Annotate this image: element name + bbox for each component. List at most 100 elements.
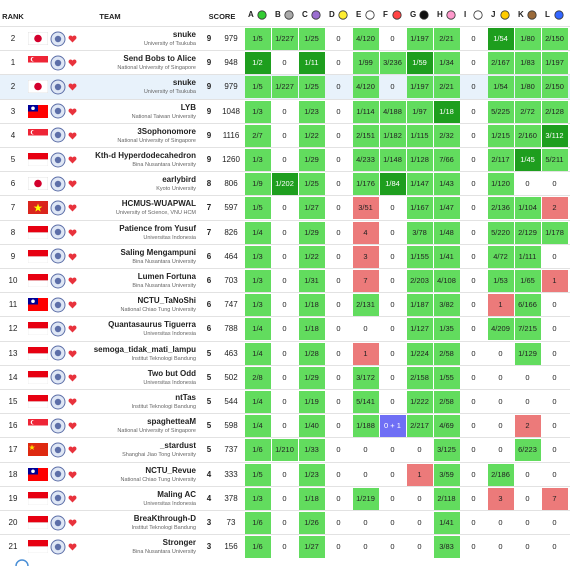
problem-cell: 2/8 — [244, 366, 271, 389]
problem-cell: 1/4 — [244, 342, 271, 365]
flag — [28, 201, 48, 215]
problem-cell: 1/5 — [244, 76, 271, 99]
problem-cell: 0 — [282, 493, 287, 503]
problem-cell: 0 — [417, 518, 422, 527]
problem-cell: 0 — [282, 155, 287, 164]
problem-cell: 3/236 — [379, 52, 406, 75]
problem-cell: 1 — [352, 342, 379, 365]
flag — [28, 177, 48, 191]
team-info: semoga_tidak_mati_lampu Institut Teknolog… — [46, 345, 196, 363]
problem-cell: 1/176 — [352, 173, 379, 196]
problem-cell: 1/23 — [298, 100, 325, 123]
team-row: 14 Two but Odd Universitas Indonesia 5 502 2/… — [0, 364, 570, 389]
team-name: LYB — [180, 102, 196, 112]
team-logo — [50, 418, 66, 434]
solved-count: 6 — [206, 324, 212, 334]
team-row: 2 snuke University of Tsukuba 9 979 1/5 1/227 1… — [0, 74, 570, 99]
problem-cell: 1/41 — [433, 512, 460, 534]
team-row: 18 NCTU_Revue National Chiao Tung Universi… — [0, 461, 570, 486]
problem-cell: 0 — [390, 542, 395, 552]
team-logo — [50, 273, 66, 288]
problem-letter: B — [275, 10, 281, 19]
penalty: 737 — [224, 445, 238, 455]
balloon — [527, 10, 537, 20]
team-row: 10 Lumen Fortuna Bina Nusantara University… — [0, 268, 570, 293]
team-logo — [50, 248, 66, 264]
team-info: Send Bobs to Alice National University of… — [46, 54, 196, 72]
problem-cell: 0 — [390, 493, 395, 503]
affiliation: Bina Nusantara University — [132, 258, 196, 265]
rank: 8 — [10, 227, 16, 237]
problem-cell: 0 — [471, 227, 476, 237]
rank: 11 — [8, 300, 18, 310]
problem-cell: 0 — [471, 542, 476, 552]
rank: 12 — [8, 324, 18, 334]
balloon — [473, 10, 483, 20]
problem-letter: A — [248, 10, 254, 19]
solved-count: 5 — [206, 445, 212, 455]
rank-header: RANK — [2, 12, 24, 21]
rank: 13 — [8, 348, 18, 358]
problem-cell: 2/203 — [406, 270, 433, 292]
rank: 2 — [10, 82, 16, 92]
problem-cell: 2/160 — [514, 124, 541, 147]
rank: 21 — [8, 542, 18, 552]
problem-cell: 0 — [471, 397, 476, 406]
flag — [28, 467, 48, 481]
favorite-heart — [68, 495, 77, 503]
problem-cell: 0 — [390, 276, 395, 285]
problem-cell: 0 — [363, 324, 368, 334]
problem-cell: 3 — [352, 245, 379, 268]
flag — [28, 395, 48, 408]
problem-cell: 0 — [390, 227, 395, 237]
flag — [28, 32, 48, 45]
solved-count: 6 — [206, 300, 212, 310]
affiliation: University of Tsukuba — [143, 41, 196, 47]
solved-count: 4 — [206, 469, 212, 479]
team-header: TEAM — [99, 12, 121, 21]
problem-cell: 1/25 — [298, 28, 325, 50]
problem-cell: 1/53 — [487, 270, 514, 292]
team-info: _stardust Shanghai Jiao Tong University — [46, 441, 196, 459]
penalty: 544 — [224, 397, 238, 406]
problem-cell: 0 — [552, 469, 557, 479]
team-info: Lumen Fortuna Bina Nusantara University — [46, 272, 196, 290]
affiliation: University of Science, VNU HCM — [115, 210, 196, 217]
problem-cell: 0 — [390, 251, 395, 261]
problem-header: J — [487, 9, 514, 21]
problem-cell: 2/129 — [514, 221, 541, 244]
favorite-heart — [68, 422, 77, 430]
problem-cell: 0 — [525, 179, 530, 189]
favorite-heart — [68, 374, 77, 382]
flag — [28, 516, 48, 529]
problem-cell: 0 — [525, 518, 530, 527]
team-info: Stronger Bina Nusantara University — [46, 538, 196, 556]
rank: 3 — [10, 106, 16, 116]
affiliation: Bina Nusantara University — [132, 549, 196, 556]
team-name: snuke — [172, 78, 196, 88]
favorite-heart — [68, 301, 77, 309]
affiliation: Shanghai Jiao Tong University — [122, 452, 196, 459]
problem-cell: 1/202 — [271, 173, 298, 196]
team-row: 16 spaghetteaM National University of Sing… — [0, 413, 570, 438]
problem-cell: 4 — [352, 221, 379, 244]
problem-cell: 1/25 — [298, 76, 325, 99]
problem-cell: 1/3 — [244, 245, 271, 268]
affiliation: Institut Teknologi Bandung — [131, 404, 196, 410]
rank: 6 — [10, 179, 16, 189]
team-info: snuke University of Tsukuba — [46, 78, 196, 96]
problem-cell: 0 — [390, 324, 395, 334]
problem-cell: 1/147 — [406, 173, 433, 196]
problem-cell: 4/69 — [433, 415, 460, 438]
problem-cell: 0 — [282, 58, 287, 68]
affiliation: Universitas Indonesia — [143, 500, 196, 507]
rank: 14 — [8, 372, 18, 382]
problem-cell: 0 — [282, 372, 287, 382]
favorite-heart — [68, 180, 77, 188]
problem-cell: 0 — [282, 469, 287, 479]
team-row: 3 LYB National Taiwan University 9 1048 1/3 0 1… — [0, 98, 570, 123]
problem-header: L — [541, 9, 568, 21]
problem-cell: 3/112 — [541, 124, 568, 147]
team-logo — [50, 442, 66, 458]
problem-cell: 0 — [498, 542, 503, 552]
